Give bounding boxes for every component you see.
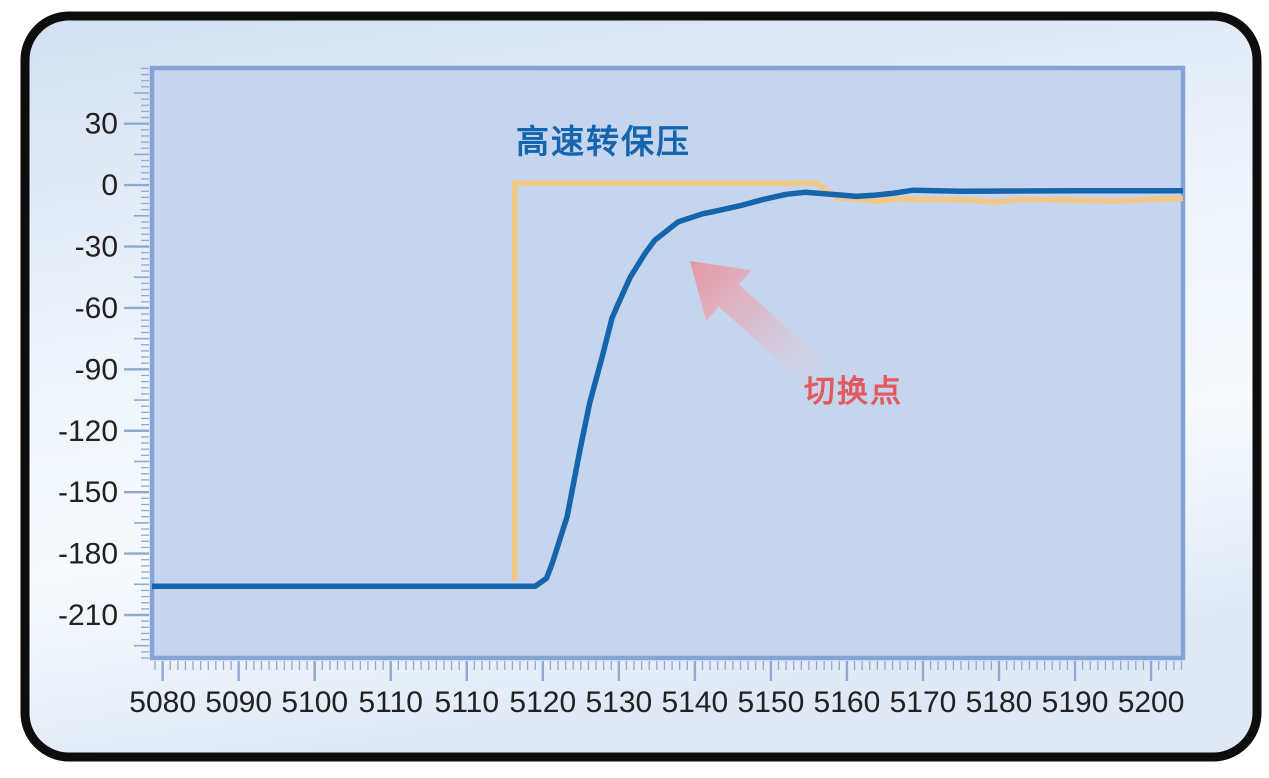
- x-axis-ruler: [154, 661, 1183, 681]
- y-tick-label: -120: [58, 415, 118, 448]
- x-tick-label: 5200: [1118, 686, 1185, 719]
- series-lines: [152, 180, 1184, 590]
- actual-response-curve-line: [152, 187, 1183, 590]
- y-axis-ruler: [124, 67, 149, 659]
- chart-title: 高速转保压: [516, 123, 691, 160]
- x-tick-label: 5090: [205, 686, 272, 719]
- x-tick-label: 5100: [281, 686, 348, 719]
- x-tick-label: 5130: [585, 686, 652, 719]
- x-tick-label: 5080: [129, 686, 196, 719]
- y-tick-label: 30: [85, 108, 118, 141]
- y-tick-label: -150: [58, 476, 118, 509]
- y-tick-label: -180: [58, 538, 118, 571]
- x-tick-label: 5140: [661, 686, 728, 719]
- plot-area: [149, 65, 1186, 661]
- x-tick-label: 5110: [358, 686, 423, 719]
- y-tick-label: -60: [75, 292, 118, 325]
- x-tick-label: 5120: [509, 686, 576, 719]
- y-tick-label: -30: [75, 231, 118, 264]
- switchover-step-line-line: [511, 180, 1184, 581]
- y-tick-label: 0: [101, 169, 118, 202]
- x-tick-label: 5110: [435, 686, 500, 719]
- x-tick-label: 5190: [1042, 686, 1109, 719]
- y-axis-tick-labels: 30 0 -30 -60 -90 -120 -150 -180 -210: [58, 108, 118, 632]
- x-tick-label: 5180: [966, 686, 1033, 719]
- x-axis-tick-labels: 5080 5090 5100 5110 5110 5120 5130 5140 5150 5160…: [129, 686, 1184, 719]
- x-tick-label: 5150: [738, 686, 805, 719]
- x-tick-label: 5160: [814, 686, 881, 719]
- y-tick-label: -90: [75, 353, 118, 386]
- x-tick-label: 5170: [890, 686, 957, 719]
- y-tick-label: -210: [58, 599, 118, 632]
- switch-point-arrow-icon: [690, 261, 828, 387]
- switch-point-label: 切换点: [804, 374, 903, 409]
